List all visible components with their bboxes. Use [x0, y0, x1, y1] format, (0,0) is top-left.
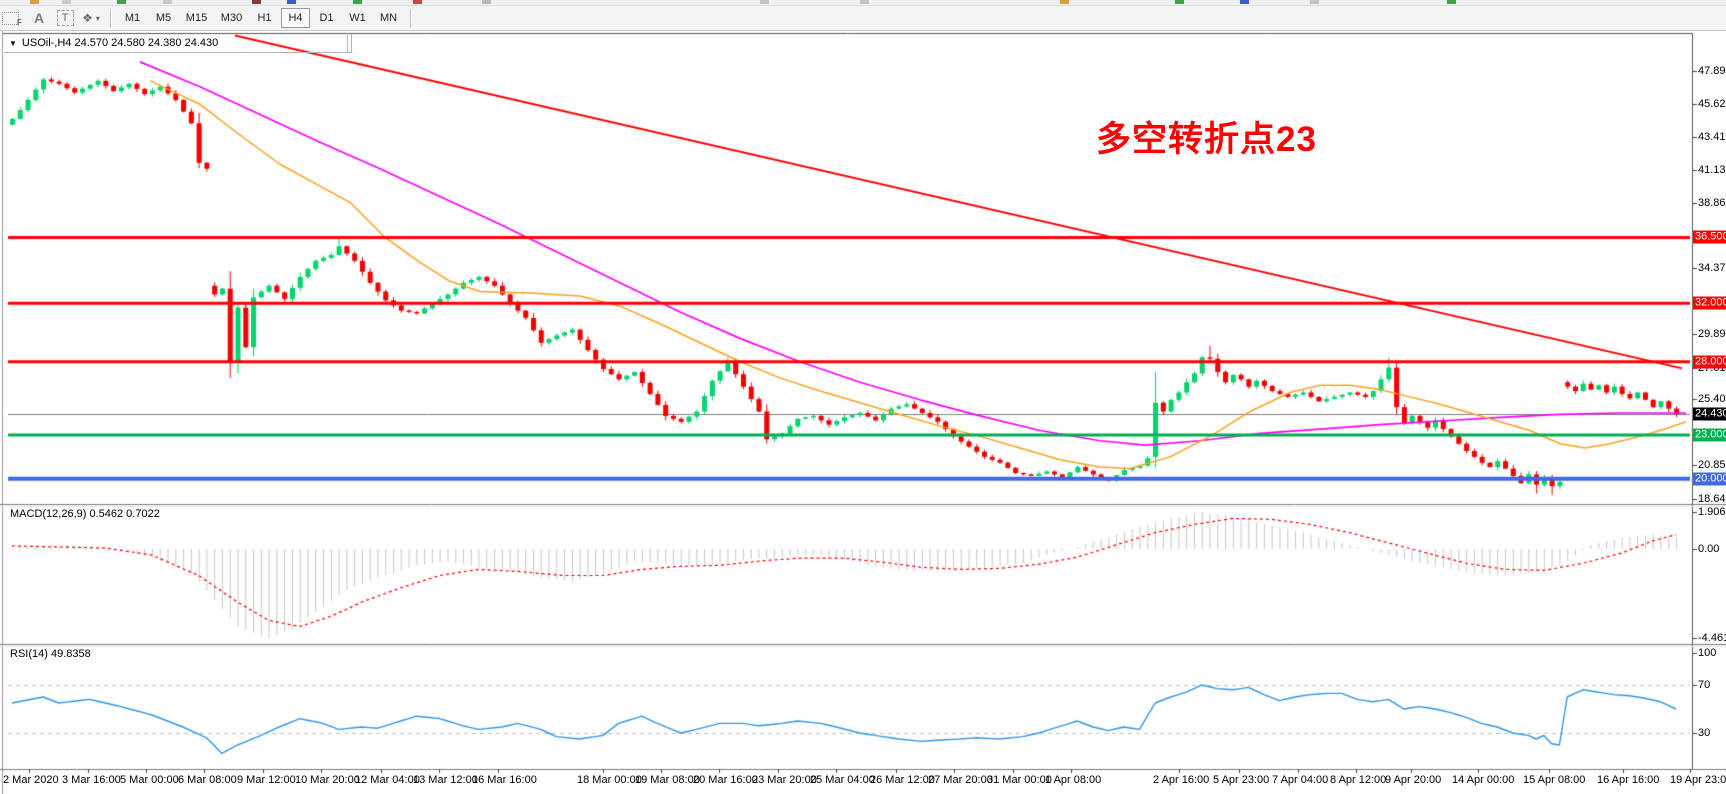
price-chart-canvas[interactable]: [0, 31, 1726, 794]
time-axis-label: 5 Apr 23:00: [1213, 774, 1270, 786]
time-axis-label: 15 Apr 08:00: [1523, 774, 1586, 786]
timeframe-button-d1[interactable]: D1: [319, 12, 334, 24]
price-tick-label: 41.135: [1698, 164, 1726, 176]
timeframe-button-m1[interactable]: M1: [124, 12, 141, 24]
text-box-tool-icon[interactable]: T: [54, 8, 76, 28]
timeframe-button-h4[interactable]: H4: [281, 8, 310, 28]
clipped-icon: [353, 0, 362, 4]
price-tick-label: 34.375: [1698, 262, 1726, 274]
timeframe-button-m15[interactable]: M15: [185, 12, 208, 24]
symbol-dropdown-icon[interactable]: ▼: [9, 38, 17, 48]
clipped-icon: [62, 0, 71, 4]
time-axis-label: 5 Mar 00:00: [120, 774, 179, 786]
rsi-tick-label: 100: [1698, 647, 1717, 659]
price-tick-label: 43.410: [1698, 131, 1726, 143]
price-tick-label: 47.895: [1698, 65, 1726, 77]
clipped-icon: [1310, 0, 1319, 4]
time-axis-label: 31 Mar 00:00: [987, 774, 1052, 786]
price-tick-label: 25.405: [1698, 393, 1726, 405]
time-axis-label: 27 Mar 20:00: [928, 774, 993, 786]
level-price-box: 23.000: [1693, 428, 1726, 442]
time-axis-label: 13 Mar 12:00: [413, 774, 478, 786]
level-price-box: 32.000: [1693, 296, 1726, 310]
clipped-icon: [1175, 0, 1184, 4]
time-axis-label: 19 Apr 23:00: [1670, 774, 1726, 786]
chart-area: ▼ USOil-,H4 24.570 24.580 24.380 24.430 …: [0, 31, 1726, 794]
timeframe-button-m30[interactable]: M30: [220, 12, 243, 24]
clipped-icon: [760, 0, 769, 4]
timeframe-button-mn[interactable]: MN: [379, 12, 398, 24]
time-axis-label: 3 Mar 16:00: [62, 774, 121, 786]
price-tick-label: 18.645: [1698, 493, 1726, 505]
time-axis-label: 8 Apr 12:00: [1330, 774, 1387, 786]
symbol-ohlc-label[interactable]: ▼ USOil-,H4 24.570 24.580 24.380 24.430: [4, 34, 352, 53]
toolbar: F A T ❖ ▾ M1 M5 M15 M30 H1 H4 D1 W1 MN: [0, 6, 1726, 31]
time-axis-label: 18 Mar 00:00: [577, 774, 642, 786]
time-axis-label: 14 Apr 00:00: [1452, 774, 1515, 786]
symbol-ohlc-text: USOil-,H4 24.570 24.580 24.380 24.430: [21, 37, 219, 49]
macd-tick-label: 1.9069: [1698, 506, 1726, 518]
timeframe-button-w1[interactable]: W1: [349, 12, 366, 24]
time-axis-label: 26 Mar 12:00: [870, 774, 935, 786]
time-axis-label: 25 Mar 04:00: [810, 774, 875, 786]
level-price-box: 28.000: [1693, 355, 1726, 369]
rsi-tick-label: 30: [1698, 727, 1711, 739]
clipped-icon: [117, 0, 126, 4]
price-tick-label: 45.620: [1698, 98, 1726, 110]
clipped-icon: [860, 0, 869, 4]
level-price-box: 36.500: [1693, 230, 1726, 244]
price-tick-label: 20.855: [1698, 459, 1726, 471]
toolbar-separator: [110, 8, 111, 28]
text-label-tool-icon[interactable]: A: [33, 10, 45, 26]
level-price-box: 20.000: [1693, 472, 1726, 486]
clipped-icon: [1447, 0, 1456, 4]
time-axis-label: 2 Apr 16:00: [1153, 774, 1210, 786]
price-tick-label: 29.890: [1698, 328, 1726, 340]
time-axis-label: 1 Apr 08:00: [1045, 774, 1102, 786]
clipped-icon: [413, 0, 422, 4]
time-axis-label: 12 Mar 04:00: [355, 774, 420, 786]
time-axis-label: 16 Apr 16:00: [1597, 774, 1660, 786]
clipped-icon: [30, 0, 39, 4]
price-tick-label: 38.860: [1698, 197, 1726, 209]
clipped-icon: [482, 0, 491, 4]
time-axis-label: 20 Mar 16:00: [693, 774, 758, 786]
time-axis-label: 9 Apr 20:00: [1385, 774, 1442, 786]
clipped-icon: [1240, 0, 1249, 4]
macd-tick-label: -4.4614: [1698, 632, 1726, 644]
annotation-text[interactable]: 多空转折点23: [1096, 120, 1317, 159]
clipped-icon: [163, 0, 172, 4]
macd-label: MACD(12,26,9) 0.5462 0.7022: [10, 508, 160, 520]
clipped-toolbar-row: [0, 0, 1726, 6]
chevron-down-icon: ▾: [95, 13, 100, 23]
crosshair-grid-icon[interactable]: F: [2, 8, 24, 28]
objects-tool-icon[interactable]: ❖ ▾: [82, 11, 100, 25]
time-axis-label: 7 Apr 04:00: [1272, 774, 1329, 786]
time-axis-label: 6 Mar 08:00: [178, 774, 237, 786]
time-axis-label: 16 Mar 16:00: [472, 774, 537, 786]
time-axis-label: 19 Mar 08:00: [635, 774, 700, 786]
clipped-icon: [252, 0, 261, 4]
rsi-label: RSI(14) 49.8358: [10, 648, 91, 660]
time-axis-label: 9 Mar 12:00: [237, 774, 296, 786]
time-axis-label: 2 Mar 2020: [3, 774, 59, 786]
macd-tick-label: 0.00: [1698, 543, 1720, 555]
rsi-tick-label: 70: [1698, 679, 1711, 691]
timeframe-buttons: M1 M5 M15 M30 H1 H4 D1 W1 MN: [117, 8, 404, 28]
clipped-icon: [287, 0, 296, 4]
timeframe-button-h1[interactable]: H1: [257, 12, 272, 24]
clipped-icon: [1060, 0, 1069, 4]
current-price-box: 24.430: [1693, 407, 1726, 421]
time-axis-label: 23 Mar 20:00: [752, 774, 817, 786]
timeframe-button-m5[interactable]: M5: [155, 12, 172, 24]
time-axis-label: 10 Mar 20:00: [295, 774, 360, 786]
toolbar-separator: [410, 8, 411, 28]
